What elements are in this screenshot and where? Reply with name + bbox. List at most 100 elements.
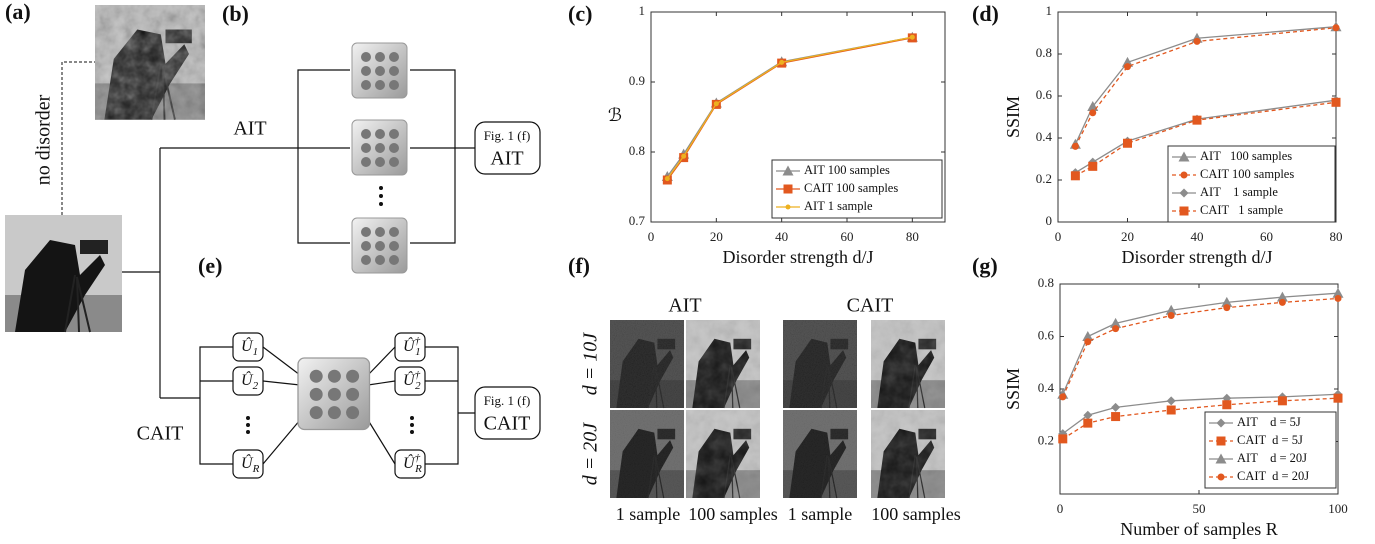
marker <box>1088 161 1098 171</box>
legend-label: AIT 100 samples <box>804 163 890 177</box>
legend-marker <box>782 165 794 176</box>
operator: Û <box>241 370 254 389</box>
y-tick-label: 0 <box>1046 213 1053 228</box>
legend-label: CAIT d = 20J <box>1237 469 1309 483</box>
subscript: R <box>414 463 422 475</box>
noise-overlay <box>871 320 945 408</box>
y-tick-label: 0.8 <box>1036 45 1052 60</box>
x-axis-label: Disorder strength d/J <box>723 247 874 267</box>
y-tick-label: 0.4 <box>1038 380 1055 395</box>
panel-label: (f) <box>568 253 590 278</box>
marker <box>1276 291 1288 302</box>
noise-overlay <box>686 320 760 408</box>
fig-ref-box <box>474 386 541 440</box>
x-tick-label: 0 <box>1055 229 1062 244</box>
marker <box>1223 304 1231 312</box>
sample-label: 1 sample <box>788 504 853 524</box>
unitary-label: Û† 2 <box>403 369 421 392</box>
x-axis-label: Disorder strength d/J <box>1122 247 1273 267</box>
marker <box>681 153 687 159</box>
noise-overlay <box>610 410 684 498</box>
y-tick-label: 0.2 <box>1038 432 1054 447</box>
unitary-box <box>394 332 426 362</box>
marker <box>1089 109 1097 117</box>
marker <box>1334 294 1342 302</box>
branch-label: CAIT <box>137 423 184 445</box>
subscript: R <box>252 463 260 475</box>
panel-label: (e) <box>198 253 222 278</box>
y-tick-label: 0.6 <box>1036 87 1053 102</box>
unitary-box <box>232 449 264 479</box>
x-tick-label: 20 <box>1121 229 1134 244</box>
noise-overlay <box>783 320 857 408</box>
marker <box>779 59 785 65</box>
x-tick-label: 20 <box>710 229 723 244</box>
marker <box>1070 171 1080 181</box>
column-label: CAIT <box>847 295 894 317</box>
legend-box <box>771 159 943 219</box>
unitary-label: Û† R <box>403 452 422 475</box>
fig-ref: Fig. 1 (f) <box>484 393 531 408</box>
marker <box>1111 402 1121 412</box>
x-tick-label: 0 <box>648 229 655 244</box>
dashed-link <box>61 61 95 215</box>
legend-marker <box>1178 151 1190 162</box>
sample-label: 100 samples <box>688 504 778 524</box>
marker <box>1124 63 1131 71</box>
panel-label: (b) <box>222 1 249 26</box>
legend-label: AIT 1 sample <box>804 199 873 213</box>
y-tick-label: 0.6 <box>1038 327 1055 342</box>
dagger: † <box>415 369 421 381</box>
subscript: 2 <box>253 380 259 392</box>
panel-label: (a) <box>5 0 31 24</box>
marker <box>1123 138 1132 148</box>
unitary-label: ÛR <box>241 453 260 475</box>
legend-marker <box>1217 473 1225 481</box>
y-tick-label: 1 <box>1046 3 1053 18</box>
column-label: AIT <box>668 295 701 317</box>
x-tick-label: 50 <box>1193 501 1206 516</box>
marker <box>1058 434 1068 444</box>
marker <box>1166 396 1176 406</box>
dagger: † <box>415 452 421 464</box>
marker <box>713 101 719 107</box>
legend-marker <box>1216 418 1226 428</box>
x-tick-label: 40 <box>1191 229 1204 244</box>
x-tick-label: 0 <box>1057 501 1064 516</box>
legend-marker <box>1179 206 1189 216</box>
marker <box>1332 287 1344 298</box>
noise-overlay <box>686 410 760 498</box>
x-tick-label: 80 <box>906 229 919 244</box>
image-grid <box>609 319 946 499</box>
marker <box>1111 412 1121 422</box>
subscript: 1 <box>253 346 259 358</box>
cube <box>297 357 371 431</box>
legend-label: AIT d = 5J <box>1237 415 1301 429</box>
legend-marker <box>1179 188 1189 198</box>
legend-box <box>1204 411 1337 489</box>
marker <box>1165 304 1177 315</box>
y-axis-label: ℬ <box>608 105 622 125</box>
legend-label: AIT d = 20J <box>1237 451 1307 465</box>
unitary-label: Û† 1 <box>403 335 421 358</box>
y-axis-label: SSIM <box>1003 368 1023 410</box>
operator: Û <box>403 453 416 472</box>
panel-label: (c) <box>568 1 592 26</box>
legend-marker <box>1216 436 1226 446</box>
marker <box>664 176 670 182</box>
marker <box>1278 298 1286 306</box>
x-tick-label: 40 <box>775 229 788 244</box>
unitary-box <box>394 366 426 396</box>
fig-ref: Fig. 1 (f) <box>484 128 531 143</box>
y-tick-label: 0.2 <box>1036 171 1052 186</box>
marker <box>1167 312 1175 319</box>
legend-box <box>1167 145 1336 223</box>
panel-label: (g) <box>972 253 998 278</box>
legend-marker <box>783 184 793 194</box>
noise-overlay <box>610 320 684 408</box>
y-axis-label: SSIM <box>1003 96 1023 138</box>
unitary-box <box>232 366 264 396</box>
cube <box>351 119 408 176</box>
